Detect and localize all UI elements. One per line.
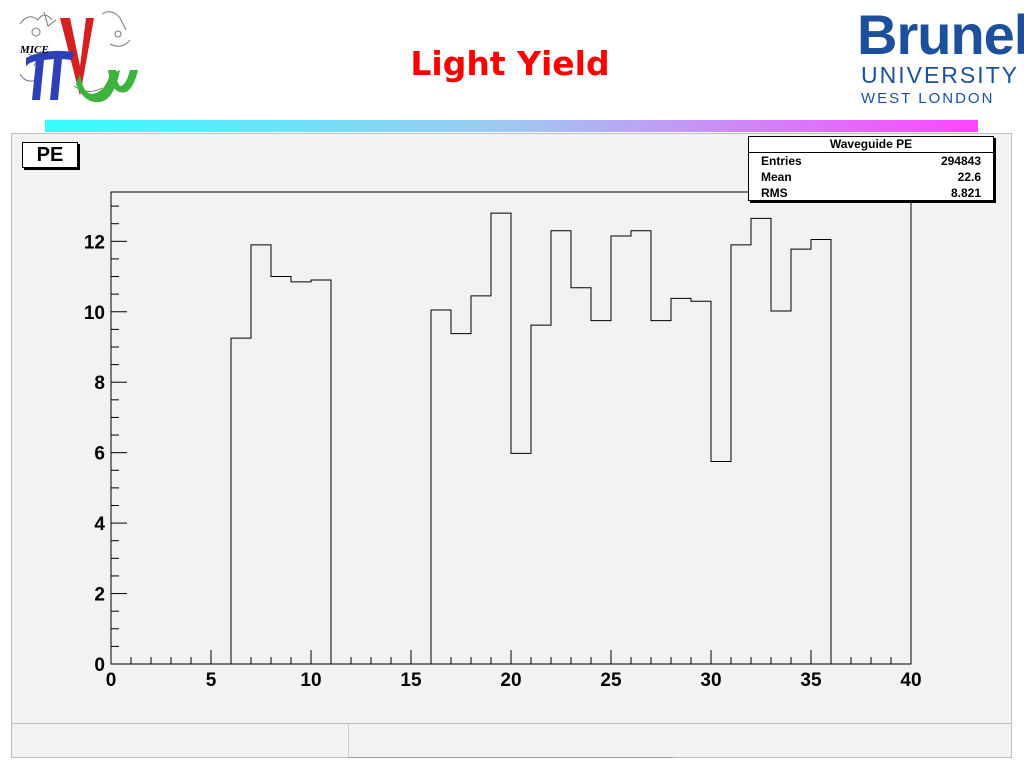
y-tick-label: 10: [84, 303, 105, 324]
histogram-bin: [571, 288, 591, 664]
histogram-bin: [751, 218, 771, 664]
y-tick-label: 2: [94, 585, 105, 606]
histogram-bin: [611, 236, 631, 664]
histogram-line: [111, 212, 911, 665]
histogram-bin: [651, 321, 671, 664]
stats-row-rms: RMS 8.821: [749, 185, 993, 201]
x-tick-label: 15: [400, 670, 422, 691]
histogram-bin: [511, 453, 531, 664]
pad-label: PE: [22, 142, 78, 168]
brunel-university: UNIVERSITY: [861, 62, 1020, 88]
histogram-bin: [291, 282, 311, 664]
histogram-bin: [251, 245, 271, 664]
brunel-name: Brunel: [857, 3, 1024, 66]
x-tick-label: 25: [600, 670, 622, 691]
histogram-bin: [471, 296, 491, 664]
stats-label: Entries: [761, 154, 802, 168]
histogram-bin: [691, 301, 711, 664]
histogram-bin: [731, 245, 751, 664]
y-tick-label: 12: [84, 232, 105, 253]
gradient-divider: [45, 120, 978, 132]
histogram-bin: [771, 311, 791, 664]
stats-title: Waveguide PE: [749, 137, 993, 153]
mice-logo-text: MICE: [19, 44, 49, 56]
slide-title: Light Yield: [410, 44, 610, 83]
x-tick-label: 0: [106, 670, 117, 691]
x-tick-label: 30: [700, 670, 721, 691]
stats-label: Mean: [761, 170, 792, 184]
mice-logo: MICE: [14, 4, 144, 112]
stats-row-entries: Entries 294843: [749, 153, 993, 169]
histogram-bin: [311, 280, 331, 664]
brunel-west-london: WEST LONDON: [861, 90, 995, 107]
status-cell-1: [11, 724, 349, 757]
y-tick-label: 0: [94, 655, 105, 676]
stats-value: 22.6: [957, 170, 981, 184]
y-tick-label: 8: [94, 373, 105, 394]
x-tick-label: 40: [900, 670, 921, 691]
x-tick-label: 20: [500, 670, 521, 691]
histogram-bin: [431, 310, 451, 664]
stats-value: 8.821: [950, 186, 981, 200]
histogram-bin: [551, 231, 571, 664]
x-tick-label: 5: [206, 670, 217, 691]
histogram-bin: [811, 240, 831, 664]
stats-box: Waveguide PE Entries 294843 Mean 22.6 RM…: [748, 136, 994, 201]
x-tick-label: 10: [300, 670, 321, 691]
stats-label: RMS: [761, 186, 788, 200]
histogram-bin: [631, 231, 651, 664]
stats-row-mean: Mean 22.6: [749, 169, 993, 185]
stats-value: 294843: [940, 154, 981, 168]
histogram-bin: [271, 277, 291, 664]
x-tick-label: 35: [800, 670, 822, 691]
histogram-bin: [591, 321, 611, 664]
histogram-bin: [451, 334, 471, 664]
status-cell-2: [349, 724, 673, 758]
brunel-logo: Brunel UNIVERSITY WEST LONDON: [845, 2, 1024, 114]
y-tick-label: 6: [94, 444, 105, 465]
histogram-bin: [531, 325, 551, 664]
y-tick-label: 4: [94, 514, 105, 535]
histogram-bin: [671, 298, 691, 664]
histogram-bin: [711, 461, 731, 664]
histogram-bins: [231, 213, 831, 664]
histogram-bin: [791, 249, 811, 664]
histogram-bin: [491, 213, 511, 664]
status-bar: [11, 723, 1012, 758]
histogram-bin: [231, 338, 251, 664]
